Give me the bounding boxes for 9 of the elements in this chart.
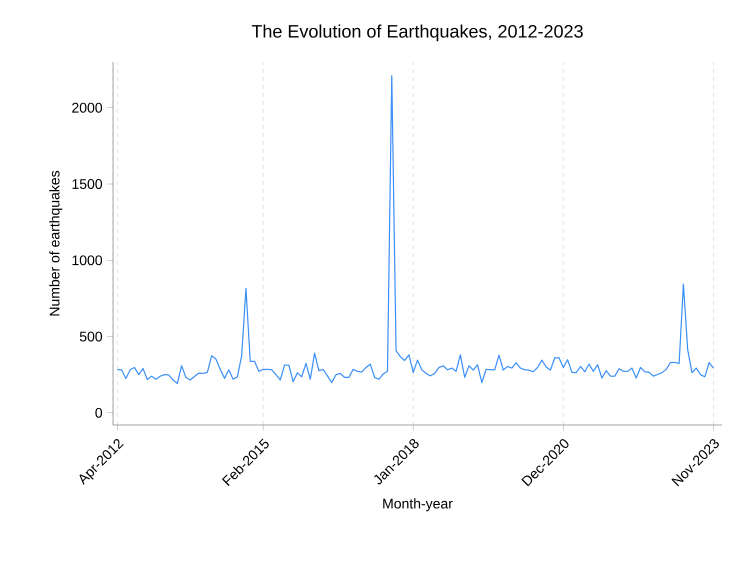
chart-title: The Evolution of Earthquakes, 2012-2023 [252, 24, 583, 42]
y-tick-label: 1000 [72, 255, 102, 266]
x-axis-title: Month-year [383, 498, 453, 512]
y-axis-title: Number of earthquakes [49, 170, 62, 316]
line-series [116, 75, 714, 384]
y-tick-label: 0 [95, 408, 102, 418]
y-tick-label: 2000 [72, 102, 102, 113]
y-tick-label: 1500 [72, 179, 102, 189]
y-tick-label: 500 [80, 332, 102, 342]
